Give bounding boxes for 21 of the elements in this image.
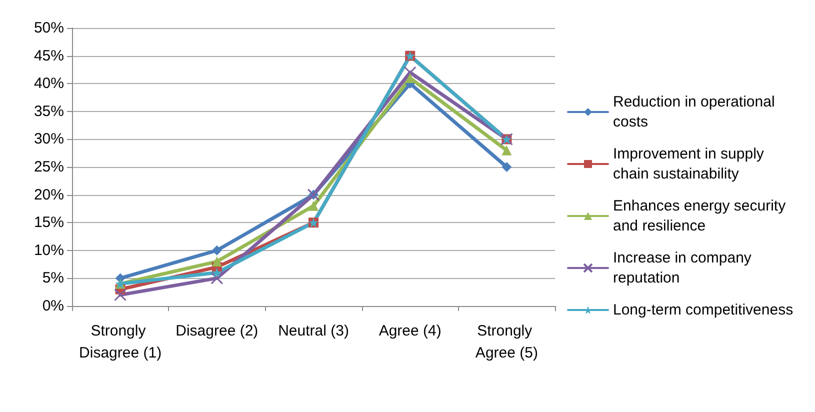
x-tick-label: Neutral (3)	[278, 322, 349, 340]
y-tick-label: 0%	[42, 298, 64, 314]
y-tick-label: 5%	[42, 270, 64, 287]
x-tick-label: Strongly Disagree (1)	[79, 322, 162, 362]
x-tick-label: Disagree (2)	[176, 322, 258, 340]
x-tick-label: Agree (4)	[378, 322, 442, 340]
y-tick-label: 25%	[34, 158, 64, 176]
legend-label: Long-term competitiveness	[613, 302, 794, 318]
x-tick-label: Strongly Agree (5)	[475, 322, 538, 362]
y-tick-label: 35%	[34, 102, 64, 120]
legend-label: Enhances energy security and resilience	[613, 198, 790, 234]
y-tick-label: 15%	[34, 214, 64, 232]
y-tick-label: 10%	[34, 242, 64, 259]
y-tick-label: 50%	[34, 20, 64, 36]
y-tick-label: 30%	[34, 130, 64, 148]
legend-label: Reduction in operational costs	[613, 94, 779, 130]
y-tick-label: 40%	[34, 75, 64, 92]
legend-label: Increase in company reputation	[613, 250, 756, 286]
y-tick-label: 45%	[34, 47, 64, 64]
legend-label: Improvement in supply chain sustainability	[613, 146, 768, 182]
y-tick-label: 20%	[34, 186, 64, 204]
